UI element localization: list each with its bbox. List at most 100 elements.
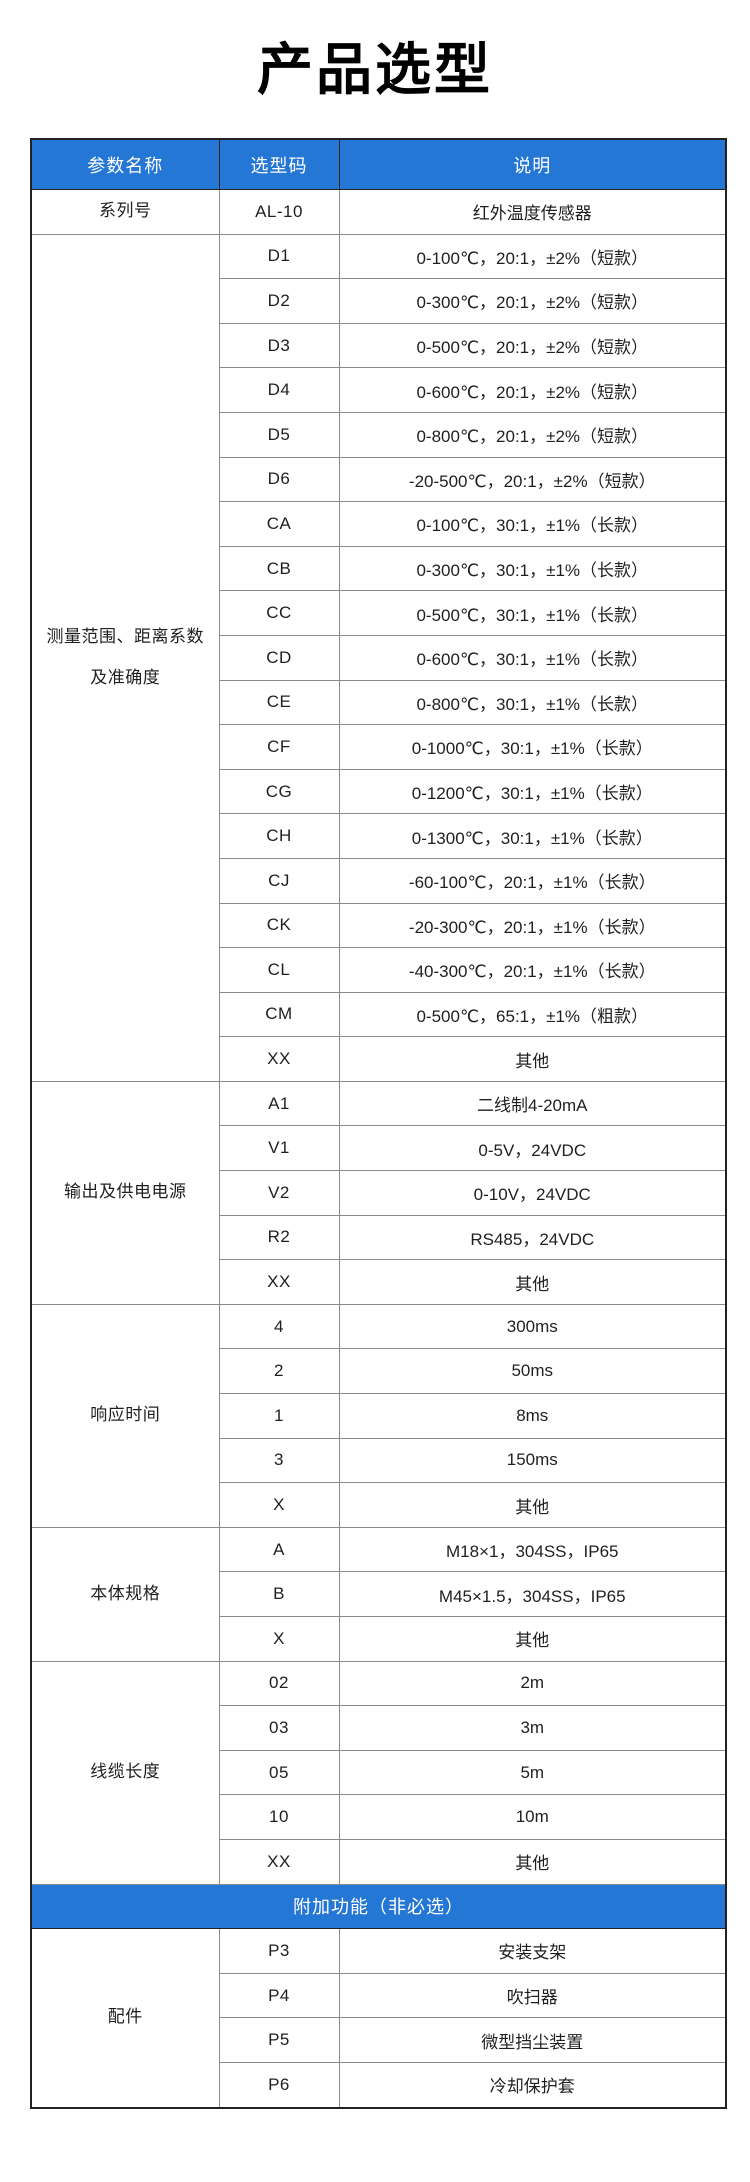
- table-row: P6 冷却保护套: [31, 2061, 727, 2109]
- desc-cell: 0-300℃，30:1，±1%（长款）: [338, 545, 727, 592]
- desc-cell: RS485，24VDC: [338, 1214, 727, 1261]
- table-row: XX 其他: [31, 1838, 727, 1885]
- code-cell: P6: [218, 2061, 340, 2109]
- desc-cell: M18×1，304SS，IP65: [338, 1526, 727, 1573]
- desc-cell: 0-500℃，30:1，±1%（长款）: [338, 590, 727, 636]
- code-cell: P3: [218, 1928, 340, 1974]
- code-cell: CM: [218, 991, 340, 1038]
- param-name-line: 线缆长度: [90, 1762, 161, 1782]
- code-cell: CJ: [218, 857, 340, 904]
- code-cell: CH: [218, 813, 340, 859]
- code-cell: P4: [218, 1972, 340, 2019]
- desc-cell: 0-500℃，65:1，±1%（粗款）: [338, 991, 727, 1038]
- table-row: CJ -60-100℃，20:1，±1%（长款）: [31, 857, 727, 904]
- code-cell: 3: [218, 1437, 340, 1484]
- desc-cell: 0-1300℃，30:1，±1%（长款）: [338, 813, 727, 859]
- table-row: P5 微型挡尘装置: [31, 2017, 727, 2063]
- selection-table-body: 系列号 AL-10 红外温度传感器 测量范围、距离系数 及准确度 D1 0-100℃，20:…: [30, 189, 727, 2109]
- table-row: X 其他: [31, 1616, 727, 1662]
- code-cell: XX: [218, 1036, 340, 1082]
- table-row: CH 0-1300℃，30:1，±1%（长款）: [31, 813, 727, 859]
- table-row: 系列号 AL-10 红外温度传感器: [30, 189, 727, 235]
- desc-cell: 其他: [338, 1036, 727, 1082]
- param-name-line: 响应时间: [90, 1405, 161, 1425]
- code-cell: CB: [218, 545, 340, 592]
- additional-functions-banner: 附加功能（非必选）: [30, 1883, 727, 1930]
- code-cell: CF: [218, 724, 340, 770]
- desc-cell: 0-600℃，20:1，±2%（短款）: [338, 367, 727, 413]
- desc-cell: M45×1.5，304SS，IP65: [338, 1571, 727, 1617]
- product-selection-table: 参数名称 选型码 说明 系列号 AL-10 红外温度传感器 测量范围、距离系数 及准确度…: [30, 138, 727, 2109]
- table-row: R2 RS485，24VDC: [31, 1214, 727, 1261]
- col-header-description: 说明: [338, 138, 727, 190]
- desc-cell: 0-1000℃，30:1，±1%（长款）: [338, 724, 727, 770]
- desc-cell: -20-300℃，20:1，±1%（长款）: [338, 902, 727, 949]
- code-cell: XX: [218, 1838, 340, 1885]
- code-cell: A: [218, 1526, 340, 1573]
- table-row: CK -20-300℃，20:1，±1%（长款）: [31, 902, 727, 949]
- table-row: CG 0-1200℃，30:1，±1%（长款）: [31, 768, 727, 815]
- table-row: 线缆长度 02 2m: [30, 1660, 727, 1885]
- table-row: 测量范围、距离系数 及准确度 D1 0-100℃，20:1，±2%（短款）: [30, 233, 727, 1082]
- table-row: CE 0-800℃，30:1，±1%（长款）: [31, 679, 727, 726]
- code-cell: B: [218, 1571, 340, 1617]
- code-cell: P5: [218, 2017, 340, 2063]
- table-row: CD 0-600℃，30:1，±1%（长款）: [31, 634, 727, 681]
- code-cell: A1: [218, 1080, 340, 1127]
- page-title: 产品选型: [257, 38, 493, 101]
- table-row: CM 0-500℃，65:1，±1%（粗款）: [31, 991, 727, 1038]
- table-row: CB 0-300℃，30:1，±1%（长款）: [31, 545, 727, 592]
- code-cell: CA: [218, 501, 340, 547]
- table-row: 10 10m: [31, 1794, 727, 1840]
- banner-row: 附加功能（非必选）: [30, 1883, 727, 1930]
- code-cell: CD: [218, 634, 340, 681]
- code-cell: 02: [218, 1660, 340, 1707]
- param-name-line: 及准确度: [90, 667, 161, 687]
- desc-cell: 0-600℃，30:1，±1%（长款）: [338, 634, 727, 681]
- table-row: CF 0-1000℃，30:1，±1%（长款）: [31, 724, 727, 770]
- code-cell: D5: [218, 411, 340, 458]
- code-cell: CC: [218, 590, 340, 636]
- desc-cell: -60-100℃，20:1，±1%（长款）: [338, 857, 727, 904]
- code-cell: 4: [218, 1303, 340, 1350]
- param-name-line: 本体规格: [90, 1583, 161, 1603]
- code-cell: V2: [218, 1170, 340, 1216]
- col-header-param-name: 参数名称: [30, 138, 220, 190]
- desc-cell: 其他: [338, 1616, 727, 1662]
- code-cell: D4: [218, 367, 340, 413]
- desc-cell: 0-500℃，20:1，±2%（短款）: [338, 322, 727, 369]
- param-name-cell: 配件: [30, 1928, 220, 2109]
- table-row: 03 3m: [31, 1705, 727, 1751]
- param-name-line: 配件: [107, 2007, 143, 2027]
- code-cell: R2: [218, 1214, 340, 1261]
- code-cell: D2: [218, 278, 340, 324]
- code-cell: 05: [218, 1749, 340, 1796]
- desc-cell: 0-10V，24VDC: [338, 1170, 727, 1216]
- code-cell: 1: [218, 1393, 340, 1439]
- desc-cell: 50ms: [338, 1348, 727, 1395]
- code-cell: CK: [218, 902, 340, 949]
- param-name-cell: 线缆长度: [30, 1660, 220, 1885]
- table-row: CA 0-100℃，30:1，±1%（长款）: [31, 501, 727, 547]
- desc-cell: 0-1200℃，30:1，±1%（长款）: [338, 768, 727, 815]
- desc-cell: 红外温度传感器: [338, 189, 727, 235]
- table-row: XX 其他: [31, 1036, 727, 1082]
- table-row: 05 5m: [31, 1749, 727, 1796]
- desc-cell: 冷却保护套: [338, 2061, 727, 2109]
- table-row: D5 0-800℃，20:1，±2%（短款）: [31, 411, 727, 458]
- table-row: D6 -20-500℃，20:1，±2%（短款）: [31, 456, 727, 503]
- code-cell: CL: [218, 947, 340, 993]
- desc-cell: 2m: [338, 1660, 727, 1707]
- desc-cell: 微型挡尘装置: [338, 2017, 727, 2063]
- desc-cell: 8ms: [338, 1393, 727, 1439]
- desc-cell: -20-500℃，20:1，±2%（短款）: [338, 456, 727, 503]
- code-cell: X: [218, 1482, 340, 1528]
- desc-cell: 0-100℃，30:1，±1%（长款）: [338, 501, 727, 547]
- table-row: D2 0-300℃，20:1，±2%（短款）: [31, 278, 727, 324]
- desc-cell: 其他: [338, 1259, 727, 1305]
- desc-cell: 300ms: [338, 1303, 727, 1350]
- param-name-cell: 系列号: [30, 189, 220, 235]
- desc-cell: 10m: [338, 1794, 727, 1840]
- code-cell: 03: [218, 1705, 340, 1751]
- table-row: 本体规格 A M18×1，304SS，IP65: [30, 1526, 727, 1662]
